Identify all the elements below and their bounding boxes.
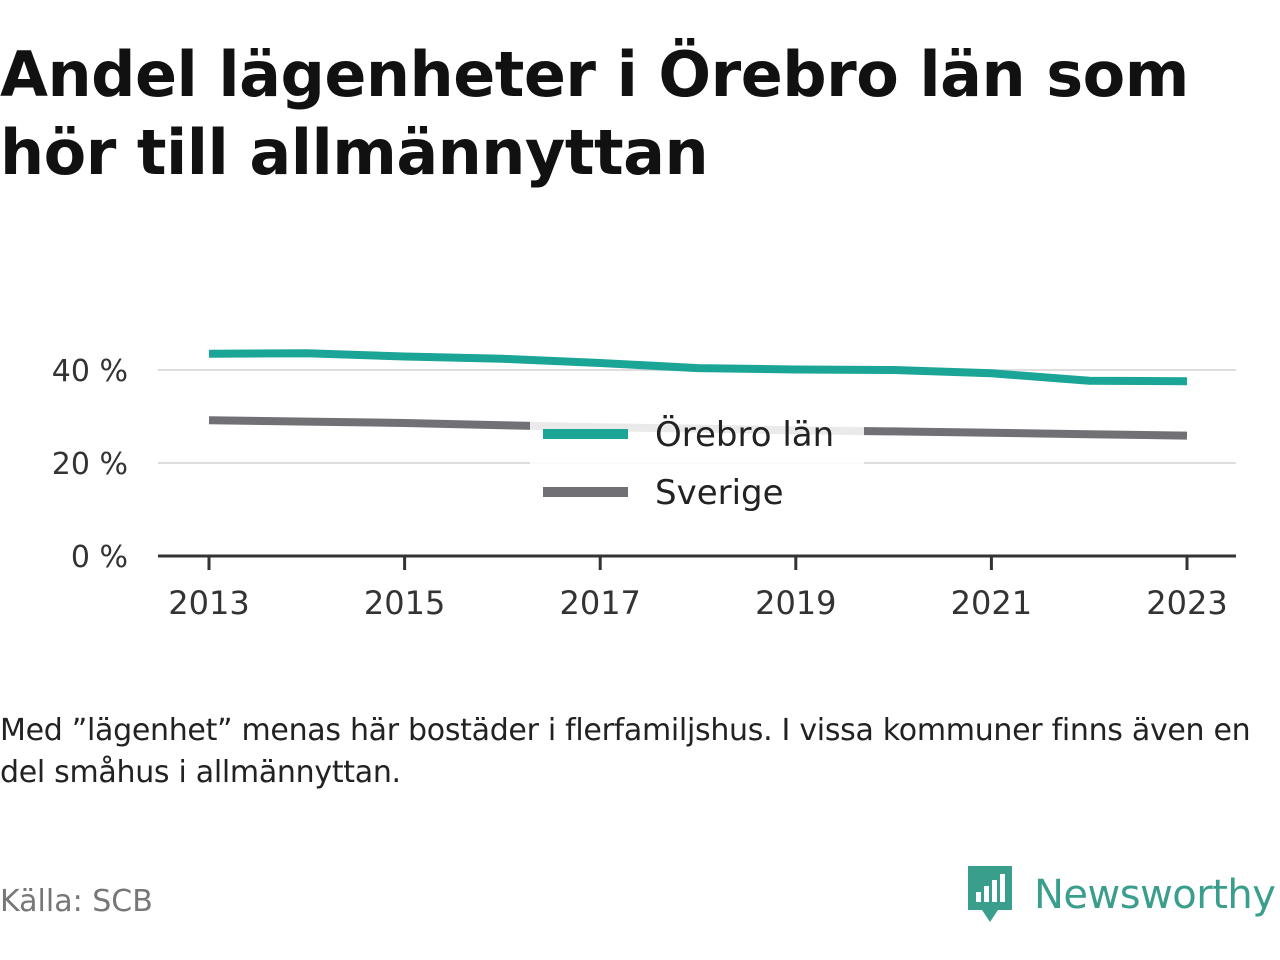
- x-tick-label: 2023: [1146, 584, 1227, 622]
- legend-label: Örebro län: [655, 414, 834, 455]
- x-tick-label: 2021: [951, 584, 1032, 622]
- x-tick-label: 2017: [559, 584, 640, 622]
- y-tick-label: 40 %: [52, 354, 128, 389]
- legend-label: Sverige: [655, 473, 784, 513]
- y-axis-ticks: 0 % 20 % 40 %: [52, 354, 128, 575]
- source-label: Källa: SCB: [0, 884, 153, 919]
- x-tick-label: 2013: [168, 584, 249, 622]
- y-tick-label: 20 %: [52, 447, 128, 482]
- x-tick-label: 2019: [755, 584, 836, 622]
- brand-name: Newsworthy: [1034, 872, 1276, 918]
- legend-background: [530, 408, 864, 530]
- x-tick-label: 2015: [364, 584, 445, 622]
- y-tick-label: 0 %: [71, 540, 128, 575]
- series-line: [208, 349, 1188, 386]
- line-chart: 0 % 20 % 40 % 2013 2015 2017 2019 2021 2023 Öre…: [52, 349, 1236, 622]
- legend: Örebro län Sverige: [530, 408, 864, 530]
- chart-title: Andel lägenheter i Örebro län som hör ti…: [0, 38, 1189, 189]
- x-axis-ticks: 2013 2015 2017 2019 2021 2023: [158, 554, 1236, 622]
- chart-note: Med ”lägenhet” menas här bostäder i fler…: [0, 713, 1251, 790]
- newsworthy-logo-icon: [968, 866, 1012, 922]
- brand-logo[interactable]: Newsworthy: [964, 862, 1276, 928]
